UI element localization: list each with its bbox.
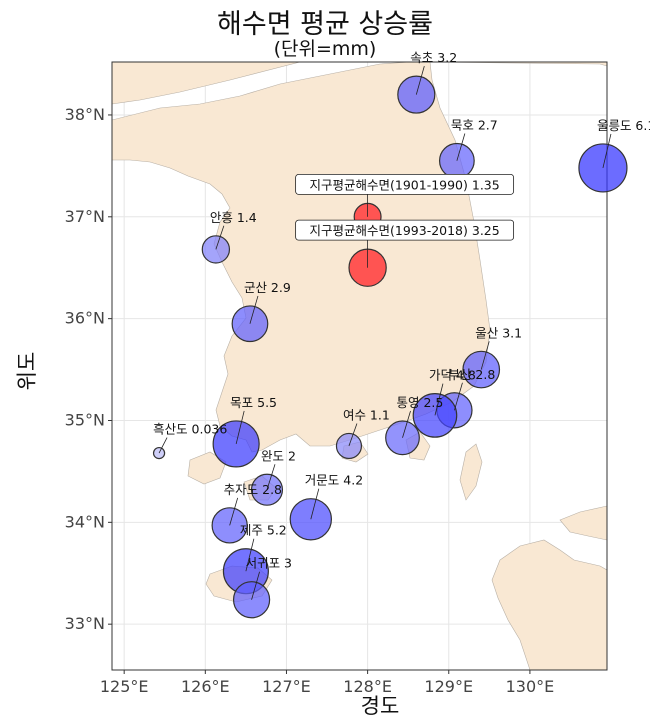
station-leader-line <box>456 133 466 161</box>
station-label: 흑산도 0.036 <box>153 422 227 437</box>
station-label: 울릉도 6.1 <box>597 118 650 133</box>
global-label-box <box>295 219 515 241</box>
station-leader-line <box>415 65 425 95</box>
station-label: 제주 5.2 <box>240 523 287 538</box>
x-tick-label: 129°E <box>424 677 473 696</box>
station-leader-line <box>480 341 490 370</box>
station-label: 군산 2.9 <box>244 280 291 295</box>
y-tick-label: 36°N <box>65 309 105 328</box>
x-tick-label: 126°E <box>181 677 230 696</box>
station-label: 완도 2 <box>261 448 296 463</box>
y-tick-label: 37°N <box>65 207 105 226</box>
global-label: 지구평균해수면(1901-1990) 1.35 <box>310 177 500 192</box>
station-leader-line <box>215 225 225 250</box>
x-tick-label: 128°E <box>343 677 392 696</box>
map-title: 해수면 평균 상승률 <box>217 9 433 40</box>
y-tick-label: 35°N <box>65 410 105 429</box>
station-label: 여수 1.1 <box>343 407 390 422</box>
southwest-islands <box>187 451 227 485</box>
station-label: 서귀포 3 <box>246 556 292 571</box>
station-leader-line <box>266 464 276 490</box>
station-label: 묵호 2.7 <box>451 117 498 132</box>
kyushu <box>491 539 607 670</box>
map-subtitle: (단위=mm) <box>273 38 377 60</box>
station-leader-line <box>310 488 320 520</box>
axis-ticks: 125°E 126°E 127°E 128°E 129°E 130°E 33°N 34°N 35… <box>65 105 555 696</box>
station-leader-line <box>454 382 463 411</box>
tsushima-island <box>459 443 483 501</box>
station-leader-line <box>402 410 411 438</box>
honshu-tip <box>559 505 607 541</box>
station-leader-line <box>245 538 255 572</box>
x-tick-label: 127°E <box>262 677 311 696</box>
station-label: 가덕 4.8 <box>429 368 476 383</box>
station-leader-line <box>249 295 259 324</box>
station-leader-line <box>229 497 239 526</box>
mainland-northwest <box>112 62 301 105</box>
y-tick-label: 38°N <box>65 105 105 124</box>
station-leader-line <box>251 571 260 600</box>
station-label: 거문도 4.2 <box>305 473 363 488</box>
station-label: 목포 5.5 <box>230 395 277 410</box>
station-labels: 속초 3.2 묵호 2.7 울릉도 6.1 안흥 1.4 군산 2.9 울산 3.1 부산 … <box>153 50 650 600</box>
global-label: 지구평균해수면(1993-2018) 3.25 <box>310 223 500 238</box>
x-tick-label: 125°E <box>100 677 149 696</box>
x-axis-label: 경도 <box>360 694 400 718</box>
y-axis-label: 위도 <box>15 351 39 391</box>
station-label: 부산 2.8 <box>448 367 495 382</box>
station-label: 통영 2.5 <box>397 395 444 410</box>
station-leader-line <box>158 437 168 454</box>
x-tick-label: 130°E <box>506 677 555 696</box>
global-label-box <box>295 173 515 195</box>
station-label: 울산 3.1 <box>475 325 522 340</box>
station-label: 안흥 1.4 <box>210 210 257 225</box>
station-label: 속초 3.2 <box>410 50 457 65</box>
station-leader-line <box>602 133 612 169</box>
station-leader-line <box>348 423 358 447</box>
station-leader-line <box>434 383 444 416</box>
y-tick-label: 33°N <box>65 614 105 633</box>
map-panel-border <box>111 61 608 671</box>
station-leader-line <box>235 410 245 445</box>
station-label: 추자도 2.8 <box>224 482 282 497</box>
y-tick-label: 34°N <box>65 512 105 531</box>
